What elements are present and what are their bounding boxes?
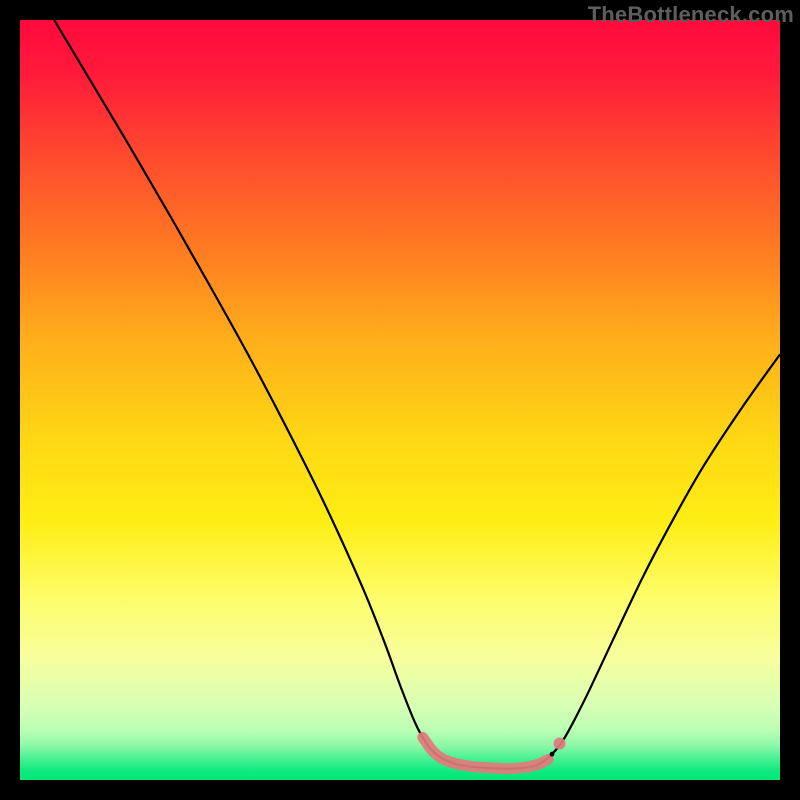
right-end-dot (554, 738, 566, 750)
watermark-label: TheBottleneck.com (588, 2, 794, 28)
chart-container: TheBottleneck.com (0, 0, 800, 800)
chart-background (20, 20, 780, 780)
inner-black-dot (550, 752, 555, 757)
bottleneck-chart (0, 0, 800, 800)
